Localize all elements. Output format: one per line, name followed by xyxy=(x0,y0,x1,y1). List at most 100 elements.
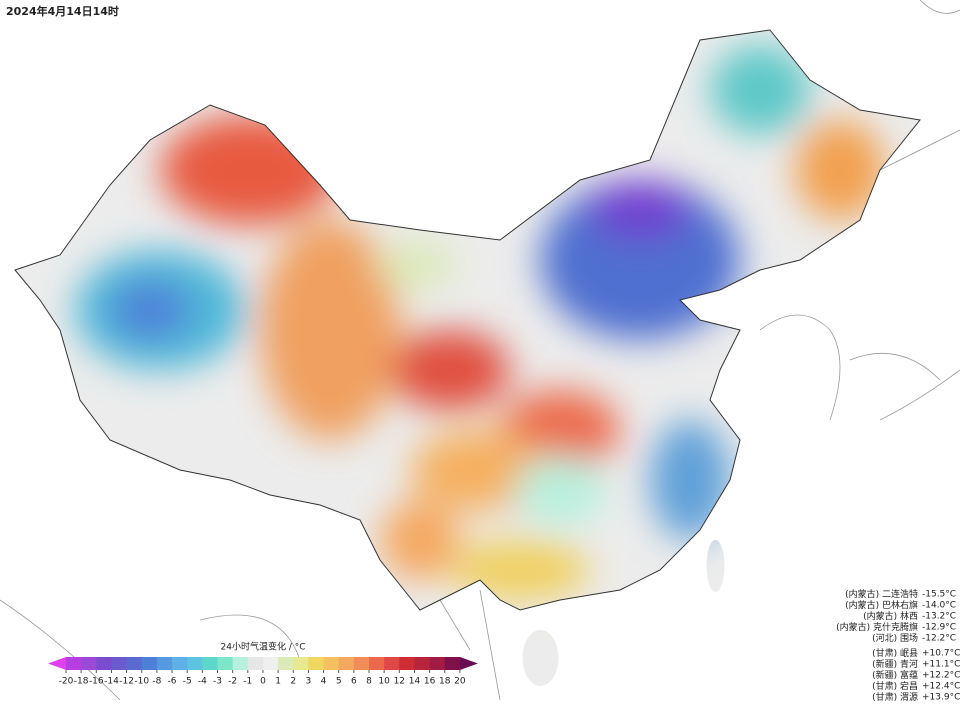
colorbar-tick-label: 20 xyxy=(454,677,466,687)
colorbar-tick-label: 6 xyxy=(351,677,357,687)
station: (内蒙古) 林西 xyxy=(863,610,918,622)
station-name: 富蕴 xyxy=(900,669,918,681)
colorbar-segment xyxy=(232,657,249,670)
station-name: 渭源 xyxy=(900,692,918,703)
colorbar-tick-label: -12 xyxy=(119,677,134,687)
colorbar-tick-label: -10 xyxy=(134,677,149,687)
colorbar-over xyxy=(459,657,478,670)
station: (甘肃) 岷县 xyxy=(872,647,918,659)
station: (河北) 围场 xyxy=(872,632,918,644)
station-name: 宕昌 xyxy=(900,680,918,692)
colorbar-segment xyxy=(126,657,143,670)
colorbar-segment xyxy=(399,657,415,670)
colorbar-segment xyxy=(429,657,446,670)
station: (内蒙古) 巴林右旗 xyxy=(845,599,918,611)
colorbar-segment xyxy=(247,657,264,670)
colorbar-segment xyxy=(384,657,400,670)
colorbar-segment xyxy=(262,657,279,670)
station-region: (内蒙古) xyxy=(863,610,897,622)
colorbar-segment xyxy=(338,657,355,670)
colorbar-tick-label: 3 xyxy=(306,677,312,687)
station: (新疆) 富蕴 xyxy=(872,669,918,681)
station-region: (河北) xyxy=(872,632,897,644)
station: (新疆) 青河 xyxy=(872,658,918,670)
colorbar-segment xyxy=(96,657,112,670)
station-value: +10.7°C xyxy=(922,649,960,659)
station-region: (内蒙古) xyxy=(836,621,870,633)
colorbar-tick-label: 5 xyxy=(336,677,342,687)
colorbar-tick-label: 14 xyxy=(409,677,421,687)
station-value: -15.5°C xyxy=(922,590,956,600)
station-value: -12.9°C xyxy=(922,623,956,633)
station-lists: (内蒙古) 二连浩特 -15.5°C (内蒙古) 巴林右旗 -14.0°C (内蒙古) … xyxy=(836,588,960,703)
colorbar-tick-label: -14 xyxy=(104,677,119,687)
colorbar-tick-label: 0 xyxy=(260,677,266,687)
station-region: (内蒙古) xyxy=(845,588,879,600)
colorbar-segment xyxy=(308,657,324,670)
colorbar-tick-label: -4 xyxy=(198,677,207,687)
station: (甘肃) 渭源 xyxy=(872,691,918,703)
station-name: 岷县 xyxy=(900,648,918,659)
station-name: 青河 xyxy=(900,658,918,670)
china-border xyxy=(14,29,921,611)
colorbar-tick-label: -6 xyxy=(168,677,177,687)
colorbar-segment xyxy=(187,657,203,670)
colorbar-segment xyxy=(141,657,158,670)
colorbar-tick-label: -8 xyxy=(152,677,161,687)
colorbar-tick-label: 4 xyxy=(321,677,327,687)
station-region: (甘肃) xyxy=(872,691,897,703)
station-name: 林西 xyxy=(900,610,918,622)
station: (甘肃) 宕昌 xyxy=(872,680,918,692)
colorbar-tick-label: 8 xyxy=(366,677,372,687)
colorbar-under xyxy=(48,657,66,670)
station-value: +13.9°C xyxy=(922,693,960,703)
station-value: +12.2°C xyxy=(922,671,960,681)
colorbar-segment xyxy=(444,657,461,670)
station: (内蒙古) 克什克腾旗 xyxy=(836,621,918,633)
colorbar-tick-label: -1 xyxy=(243,677,252,687)
colorbar-segment xyxy=(353,657,370,670)
station-region: (新疆) xyxy=(872,669,897,681)
colorbar-segment xyxy=(156,657,173,670)
colorbar-segment xyxy=(293,657,309,670)
colorbar-tick-label: 2 xyxy=(290,677,296,687)
colorbar: -20 -18 -16 -14 -12 -10 -8 -6 -5 -4 -3 -2 -1 0 1 2 3 4 5 6 8… xyxy=(48,657,478,687)
colorbar-tick-label: 12 xyxy=(394,677,405,687)
colorbar-segment xyxy=(66,657,82,670)
colorbar-tick-label: 18 xyxy=(439,677,451,687)
colorbar-tick-label: -5 xyxy=(183,677,192,687)
station: (内蒙古) 二连浩特 xyxy=(845,588,918,600)
colorbar-tick-label: -3 xyxy=(213,677,222,687)
station-value: +11.1°C xyxy=(922,660,960,670)
colorbar-segment xyxy=(369,657,385,670)
colorbar-segment xyxy=(278,657,294,670)
title: 2024年4月14日14时 xyxy=(6,4,119,18)
station-value: +12.4°C xyxy=(922,682,960,692)
colorbar-segment xyxy=(81,657,97,670)
station-value: -13.2°C xyxy=(922,612,956,622)
colorbar-label: 24小时气温变化 / °C xyxy=(221,641,306,653)
station-region: (新疆) xyxy=(872,658,897,670)
station-name: 围场 xyxy=(900,633,918,644)
colorbar-segment xyxy=(323,657,339,670)
station-region: (内蒙古) xyxy=(845,599,879,611)
colorbar-segment xyxy=(172,657,188,670)
colorbar-tick-label: -16 xyxy=(89,677,104,687)
colorbar-tick-label: -2 xyxy=(228,677,237,687)
station-region: (甘肃) xyxy=(872,647,897,659)
station-name: 克什克腾旗 xyxy=(873,621,918,633)
station-region: (甘肃) xyxy=(872,680,897,692)
colorbar-segment xyxy=(414,657,430,670)
colorbar-tick-label: 10 xyxy=(378,677,390,687)
station-value: -14.0°C xyxy=(922,601,956,611)
station-name: 巴林右旗 xyxy=(882,599,918,611)
station-value: -12.2°C xyxy=(922,634,956,644)
colorbar-segment xyxy=(111,657,127,670)
colorbar-tick-label: 1 xyxy=(275,677,281,687)
station-name: 二连浩特 xyxy=(882,588,918,600)
colorbar-tick-label: 16 xyxy=(424,677,436,687)
colorbar-tick-label: -18 xyxy=(74,677,89,687)
